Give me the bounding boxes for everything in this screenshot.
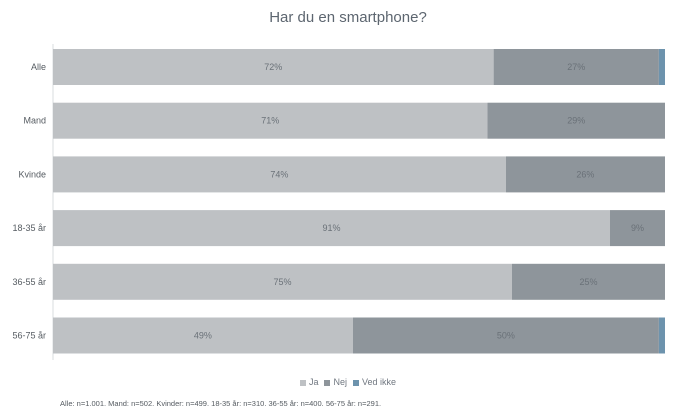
bar-segment-ja — [53, 156, 506, 193]
bar-segment-nej — [505, 156, 665, 193]
data-label: 72% — [264, 62, 282, 72]
legend-swatch — [299, 379, 306, 386]
bar-segment-nej — [609, 210, 665, 247]
legend-item: Nej — [324, 377, 347, 387]
data-label: 75% — [273, 277, 291, 287]
bar-segment-ja — [53, 102, 488, 139]
legend-label: Nej — [333, 377, 347, 387]
category-label: Kvinde — [18, 169, 46, 179]
category-label: Mand — [23, 116, 46, 126]
bar-segment-ja — [53, 317, 353, 354]
data-label: 91% — [322, 223, 340, 233]
data-label: 9% — [631, 223, 644, 233]
bar-segment-nej — [487, 102, 665, 139]
sample-size-footnote: Alle: n=1.001. Mand: n=502. Kvinder: n=4… — [60, 399, 382, 408]
bar-segment-nej — [352, 317, 659, 354]
bar-segment-nej — [493, 49, 659, 85]
chart-title: Har du en smartphone? — [269, 9, 427, 26]
chart-legend: Ja Nej Ved ikke — [0, 377, 696, 387]
data-label: 25% — [579, 277, 597, 287]
legend-swatch — [353, 379, 359, 386]
bar-segment-ja — [53, 263, 512, 300]
data-label: 26% — [576, 169, 594, 179]
data-label: 74% — [270, 169, 288, 179]
data-label: 49% — [194, 331, 212, 341]
legend-item: Ja — [299, 377, 319, 387]
data-label: 27% — [567, 62, 585, 72]
bar-segment-nej — [512, 263, 665, 300]
legend-label: Ja — [308, 377, 319, 387]
bar-segment-ja — [53, 49, 494, 85]
category-label: 56-75 år — [12, 331, 46, 341]
category-label: Alle — [31, 62, 46, 72]
data-label: 50% — [497, 331, 515, 341]
bar-segment-ved-ikke — [658, 49, 665, 85]
bar-segment-ved-ikke — [658, 317, 665, 354]
legend-swatch — [324, 379, 331, 386]
data-label: 71% — [261, 116, 279, 126]
bar-segment-ja — [53, 210, 610, 247]
category-label: 36-55 år — [12, 277, 46, 287]
legend-label: Ved ikke — [362, 377, 397, 387]
data-label: 29% — [567, 116, 585, 126]
legend-item: Ved ikke — [353, 377, 396, 387]
category-label: 18-35 år — [12, 223, 46, 233]
